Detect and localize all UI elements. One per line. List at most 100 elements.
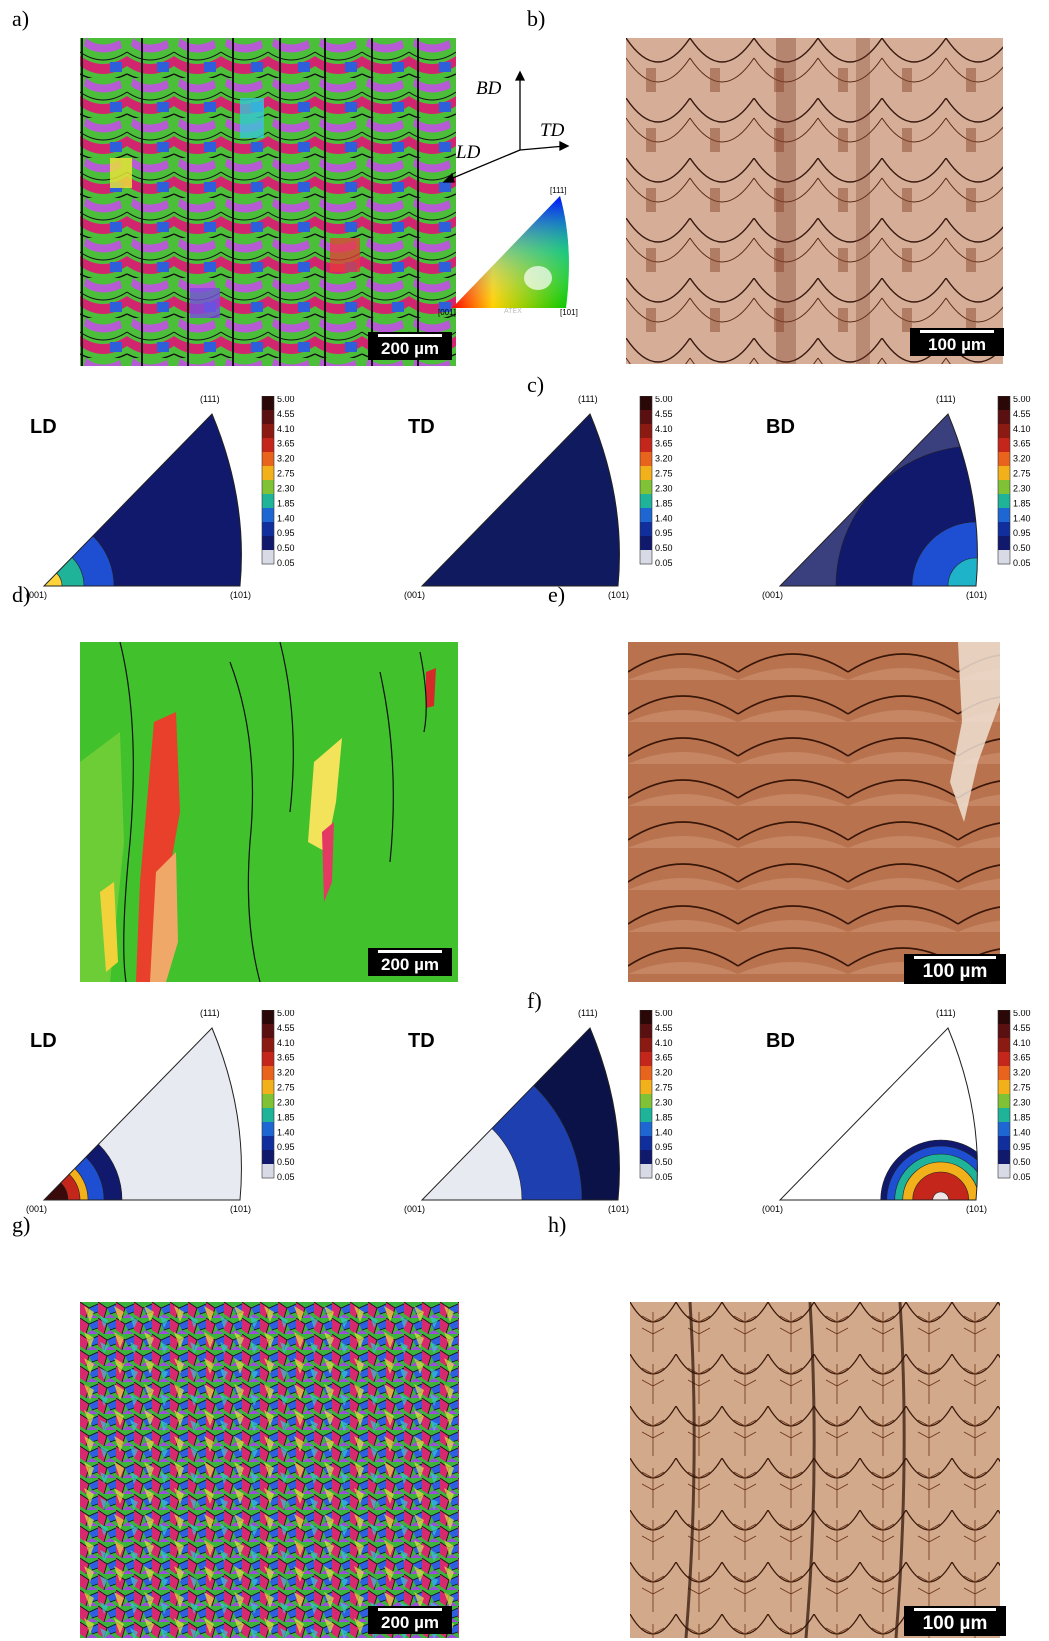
hkl-111-label: (111) [200, 1008, 220, 1018]
colorbar-swatch [640, 522, 652, 537]
colorbar-swatch [998, 1108, 1010, 1123]
pole-figure-td-row-c: 5.00 4.55 4.10 3.65 3.20 2.75 2.30 1.85 1.40 0.95… [392, 394, 682, 600]
scale-bar-g: 200 µm [368, 1606, 452, 1634]
colorbar-tick-label: 2.75 [655, 469, 673, 479]
colorbar-swatch [262, 1052, 274, 1067]
colorbar-tick-label: 2.75 [1013, 469, 1031, 479]
colorbar-tick-label: 3.65 [655, 1053, 673, 1063]
colorbar-tick-label: 0.95 [655, 528, 673, 538]
pole-figure-direction-label: LD [30, 416, 57, 438]
hkl-101-label: (101) [966, 590, 988, 600]
pole-figure-ld-row-c: 5.00 4.55 4.10 3.65 3.20 2.75 2.30 1.85 1.40 0.95… [14, 394, 304, 600]
colorbar-tick-label: 4.10 [655, 1038, 673, 1048]
colorbar-swatch [998, 410, 1010, 425]
colorbar-tick-label: 1.85 [655, 1112, 673, 1122]
colorbar-tick-label: 3.20 [655, 1068, 673, 1078]
colorbar-swatch [998, 1150, 1010, 1165]
panel-label-c: c) [527, 372, 545, 397]
colorbar-swatch [640, 1108, 652, 1123]
colorbar-tick-label: 4.55 [277, 409, 295, 419]
hkl-111-label: (111) [936, 1008, 956, 1018]
colorbar-swatch [998, 424, 1010, 439]
colorbar-tick-label: 3.65 [277, 439, 295, 449]
colorbar-tick-label: 0.05 [655, 1172, 673, 1182]
colorbar-tick-label: 1.85 [277, 1112, 295, 1122]
pole-figure-bd-row-f: 5.00 4.55 4.10 3.65 3.20 2.75 2.30 1.85 1.40 0.95… [750, 1008, 1040, 1214]
colorbar-tick-label: 3.65 [1013, 439, 1031, 449]
hkl-001-label: (001) [26, 1204, 48, 1214]
panel-label-a: a) [12, 6, 30, 31]
colorbar-tick-label: 0.05 [1013, 558, 1031, 568]
colorbar-tick-label: 2.30 [1013, 483, 1031, 493]
colorbar-tick-label: 5.00 [1013, 396, 1031, 404]
colorbar-tick-label: 2.30 [655, 483, 673, 493]
colorbar-swatch [262, 1010, 274, 1025]
colorbar-tick-label: 5.00 [1013, 1010, 1031, 1018]
colorbar-swatch [640, 410, 652, 425]
colorbar-swatch [640, 480, 652, 495]
pole-figure-td-row-f: 5.00 4.55 4.10 3.65 3.20 2.75 2.30 1.85 1.40 0.95… [392, 1008, 682, 1214]
panel-label-f: f) [527, 988, 542, 1013]
axis-bd-label: BD [476, 78, 502, 99]
colorbar-tick-label: 2.30 [1013, 1097, 1031, 1107]
colorbar-swatch [998, 1080, 1010, 1095]
hkl-001-label: (001) [404, 590, 426, 600]
hkl-101-label: (101) [608, 1204, 630, 1214]
colorbar-swatch [640, 1150, 652, 1165]
colorbar-swatch [998, 1010, 1010, 1025]
colorbar-swatch [640, 1122, 652, 1137]
pole-figure-direction-label: BD [766, 1030, 795, 1052]
colorbar-tick-label: 0.95 [1013, 1142, 1031, 1152]
colorbar-tick-label: 5.00 [277, 396, 295, 404]
scale-bar-h: 100 µm [904, 1606, 1006, 1636]
colorbar-tick-label: 1.40 [277, 1127, 295, 1137]
pole-figure-bd-row-c: 5.00 4.55 4.10 3.65 3.20 2.75 2.30 1.85 1.40 0.95… [750, 394, 1040, 600]
colorbar-swatch [262, 536, 274, 551]
colorbar-swatch [640, 424, 652, 439]
colorbar-swatch [640, 1052, 652, 1067]
colorbar-swatch [262, 1122, 274, 1137]
colorbar-tick-label: 4.55 [277, 1023, 295, 1033]
colorbar-swatch [640, 508, 652, 523]
hkl-001-label: (001) [404, 1204, 426, 1214]
colorbar-tick-label: 1.85 [277, 498, 295, 508]
colorbar-tick-label: 2.30 [655, 1097, 673, 1107]
colorbar-swatch [262, 438, 274, 453]
hkl-001-label: (001) [762, 1204, 784, 1214]
colorbar-tick-label: 1.40 [277, 513, 295, 523]
colorbar-swatch [262, 1108, 274, 1123]
colorbar-tick-label: 2.75 [277, 469, 295, 479]
colorbar-swatch [998, 536, 1010, 551]
colorbar-tick-label: 0.05 [277, 1172, 295, 1182]
colorbar-swatch [998, 1094, 1010, 1109]
colorbar-swatch [262, 1150, 274, 1165]
colorbar-tick-label: 0.50 [277, 543, 295, 553]
colorbar-tick-label: 0.05 [277, 558, 295, 568]
colorbar-tick-label: 4.10 [277, 1038, 295, 1048]
colorbar-swatch [262, 1024, 274, 1039]
colorbar-swatch [262, 494, 274, 509]
colorbar-swatch [640, 452, 652, 467]
colorbar-tick-label: 4.55 [1013, 1023, 1031, 1033]
scale-bar-b: 100 µm [910, 328, 1004, 356]
colorbar-swatch [998, 1066, 1010, 1081]
colorbar-swatch [998, 1024, 1010, 1039]
colorbar-tick-label: 3.20 [277, 1068, 295, 1078]
colorbar-tick-label: 3.65 [1013, 1053, 1031, 1063]
colorbar-swatch [262, 508, 274, 523]
micrograph-b [626, 38, 1003, 364]
colorbar-tick-label: 4.10 [1013, 424, 1031, 434]
colorbar-tick-label: 3.65 [655, 439, 673, 449]
hkl-001-label: (001) [26, 590, 48, 600]
axis-ld-label: LD [456, 142, 481, 163]
colorbar-tick-label: 5.00 [655, 1010, 673, 1018]
colorbar-swatch [262, 1066, 274, 1081]
colorbar-tick-label: 1.40 [1013, 1127, 1031, 1137]
colorbar-tick-label: 1.40 [655, 513, 673, 523]
colorbar-swatch [998, 396, 1010, 411]
hkl-111-label: (111) [936, 394, 956, 404]
ipf-key-101: [101] [560, 308, 578, 317]
colorbar-swatch [262, 522, 274, 537]
micrograph-e [628, 642, 1000, 982]
colorbar-swatch [640, 466, 652, 481]
